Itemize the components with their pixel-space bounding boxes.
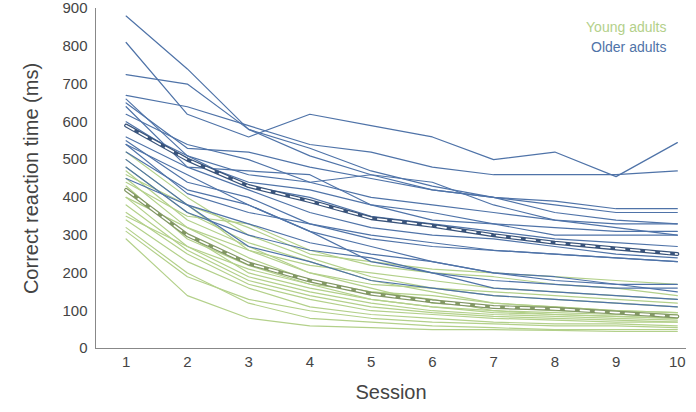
svg-text:800: 800	[62, 37, 87, 54]
svg-text:300: 300	[62, 226, 87, 243]
svg-text:Young adults: Young adults	[586, 19, 666, 35]
svg-text:6: 6	[428, 353, 436, 370]
svg-text:9: 9	[612, 353, 620, 370]
svg-text:400: 400	[62, 188, 87, 205]
svg-text:2: 2	[183, 353, 191, 370]
svg-text:600: 600	[62, 113, 87, 130]
svg-text:8: 8	[551, 353, 559, 370]
svg-text:3: 3	[244, 353, 252, 370]
svg-text:Session: Session	[355, 381, 426, 403]
svg-text:4: 4	[306, 353, 314, 370]
svg-text:5: 5	[367, 353, 375, 370]
svg-text:0: 0	[79, 339, 87, 356]
svg-text:10: 10	[669, 353, 686, 370]
svg-text:900: 900	[62, 0, 87, 16]
svg-text:7: 7	[489, 353, 497, 370]
svg-text:100: 100	[62, 302, 87, 319]
svg-text:200: 200	[62, 264, 87, 281]
svg-text:Older adults: Older adults	[591, 39, 666, 55]
svg-text:1: 1	[122, 353, 130, 370]
svg-text:500: 500	[62, 150, 87, 167]
svg-text:700: 700	[62, 75, 87, 92]
svg-text:Correct reaction time (ms): Correct reaction time (ms)	[20, 63, 42, 294]
